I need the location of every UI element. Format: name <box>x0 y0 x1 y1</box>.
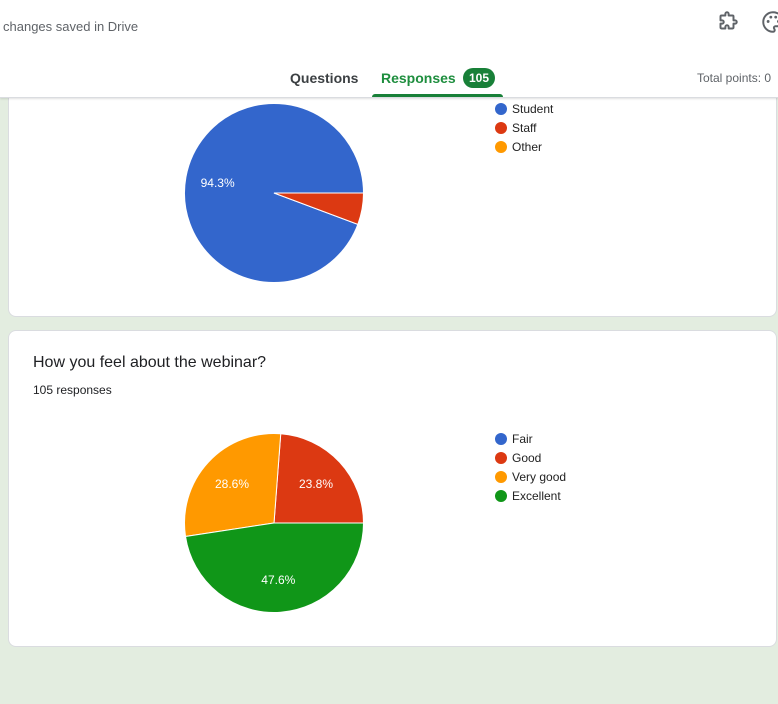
legend-item-good: Good <box>495 448 566 467</box>
addon-puzzle-icon[interactable] <box>714 9 740 35</box>
legend-item-very-good: Very good <box>495 467 566 486</box>
legend-item-student: Student <box>495 99 553 118</box>
pie-chart-webinar: 23.8% 28.6% 47.6% <box>184 433 365 613</box>
save-status: changes saved in Drive <box>3 19 139 34</box>
legend-label: Staff <box>512 120 537 135</box>
pie-chart-role: 94.3% <box>184 103 365 283</box>
legend-item-excellent: Excellent <box>495 486 566 505</box>
slice-label: 23.8% <box>299 477 333 491</box>
pie-slice-good <box>273 433 365 524</box>
legend-swatch <box>495 470 507 483</box>
legend-swatch <box>495 451 507 464</box>
responses-count: 105 responses <box>33 383 112 397</box>
pie-slice-excellent <box>184 522 365 613</box>
pie-slice-staff <box>273 192 365 226</box>
slice-label: 28.6% <box>215 477 249 491</box>
legend-label: Very good <box>512 469 567 484</box>
legend-label: Good <box>512 450 542 465</box>
legend-swatch <box>495 121 507 134</box>
legend-item-staff: Staff <box>495 118 553 137</box>
question-card-webinar: How you feel about the webinar? 105 resp… <box>8 330 777 647</box>
legend-item-other: Other <box>495 137 553 156</box>
tab-questions[interactable]: Questions <box>290 70 359 86</box>
pie-slice-very-good <box>184 433 282 538</box>
total-points: Total points: 0 <box>697 71 772 85</box>
question-card-role: 94.3% Student Staff Other <box>8 70 777 317</box>
legend-swatch <box>495 489 507 502</box>
chart-legend-role: Student Staff Other <box>495 99 553 156</box>
legend-label: Other <box>512 139 543 154</box>
responses-count-badge: 105 <box>463 68 496 88</box>
legend-item-fair: Fair <box>495 429 566 448</box>
slice-label: 94.3% <box>201 176 235 190</box>
active-tab-indicator <box>372 94 503 97</box>
palette-icon[interactable] <box>760 9 778 35</box>
chart-legend-webinar: Fair Good Very good Excellent <box>495 429 566 505</box>
legend-swatch <box>495 140 507 153</box>
question-title: How you feel about the webinar? <box>33 354 267 371</box>
slice-label: 47.6% <box>261 573 295 587</box>
legend-label: Excellent <box>512 488 561 503</box>
legend-swatch <box>495 102 507 115</box>
tab-responses[interactable]: Responses <box>381 70 456 86</box>
form-header: changes saved in Drive Questions Respons… <box>0 0 778 98</box>
legend-label: Fair <box>512 431 533 446</box>
legend-swatch <box>495 432 507 445</box>
legend-label: Student <box>512 101 554 116</box>
